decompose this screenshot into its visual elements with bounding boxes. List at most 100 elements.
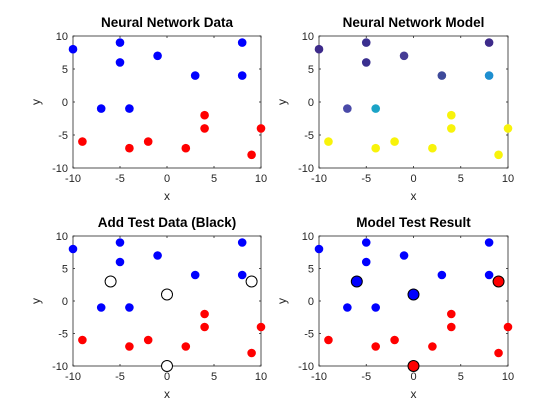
x-tick-label: 0 xyxy=(410,371,416,383)
y-axis-label: y xyxy=(275,298,289,304)
y-axis-label: y xyxy=(29,99,43,105)
data-point xyxy=(371,342,381,351)
data-point xyxy=(115,38,125,47)
y-tick-label: -5 xyxy=(304,329,314,341)
y-tick-label: 0 xyxy=(62,296,68,308)
axes-frame xyxy=(318,235,509,367)
test-data-point xyxy=(104,275,117,288)
data-point xyxy=(361,257,371,267)
x-tick-label: -10 xyxy=(65,173,81,185)
y-tick-label: -10 xyxy=(298,361,314,373)
data-point xyxy=(447,322,456,332)
data-point xyxy=(371,104,381,113)
data-point xyxy=(399,251,409,260)
data-point xyxy=(484,71,494,80)
data-point xyxy=(125,143,134,153)
x-tick-label: 0 xyxy=(410,173,416,185)
axes-frame xyxy=(72,35,262,169)
data-point xyxy=(447,110,456,120)
data-point xyxy=(115,257,125,267)
data-point xyxy=(237,38,247,47)
test-data-point xyxy=(161,360,173,372)
test-data-point xyxy=(407,360,420,372)
x-axis-label: x xyxy=(411,387,417,401)
data-point xyxy=(503,124,513,133)
subplot-title: Model Test Result xyxy=(356,215,471,230)
data-point xyxy=(68,44,78,54)
data-point xyxy=(256,124,266,133)
data-point xyxy=(399,51,409,61)
data-point xyxy=(494,150,503,160)
data-point xyxy=(361,58,371,67)
subplot-title: Neural Network Model xyxy=(343,15,485,30)
data-point xyxy=(190,270,200,280)
data-point xyxy=(125,303,134,312)
data-point xyxy=(494,348,503,358)
x-tick-label: 10 xyxy=(255,173,267,185)
y-tick-label: -5 xyxy=(58,130,68,142)
data-point xyxy=(343,303,352,312)
data-point xyxy=(237,238,247,247)
data-point xyxy=(115,58,125,67)
data-point xyxy=(96,303,106,312)
data-point xyxy=(428,143,437,153)
data-point xyxy=(324,137,333,146)
x-tick-label: 5 xyxy=(211,173,217,185)
data-point xyxy=(115,238,125,247)
x-tick-label: -5 xyxy=(361,371,371,383)
y-tick-label: 5 xyxy=(308,264,314,276)
data-point xyxy=(247,348,256,358)
data-point xyxy=(96,104,106,113)
data-point xyxy=(200,110,209,120)
data-point xyxy=(237,270,247,280)
data-point xyxy=(361,38,371,47)
data-point xyxy=(125,342,134,351)
data-point xyxy=(125,104,134,113)
data-point xyxy=(200,309,209,319)
y-tick-label: 5 xyxy=(62,64,68,76)
subplot-2: -10 -5 0 5 10 -10 -5 0 5 10 Neural Network Model x y xyxy=(275,15,514,203)
data-point xyxy=(200,322,209,332)
x-tick-label: 5 xyxy=(458,173,464,185)
x-tick-label: 10 xyxy=(502,173,514,185)
test-data-point xyxy=(245,275,258,288)
x-axis-label: x xyxy=(411,189,417,203)
data-point xyxy=(447,309,456,319)
data-point xyxy=(371,303,381,312)
test-data-point xyxy=(350,275,363,288)
data-point xyxy=(361,238,371,247)
y-axis-label: y xyxy=(275,99,289,105)
data-point xyxy=(437,71,447,80)
x-tick-label: 0 xyxy=(164,371,170,383)
data-point xyxy=(143,137,153,146)
x-tick-label: -5 xyxy=(361,173,371,185)
x-tick-label: -5 xyxy=(115,371,125,383)
y-tick-label: 5 xyxy=(62,264,68,276)
y-tick-label: 10 xyxy=(302,231,314,243)
data-point xyxy=(181,143,191,153)
y-tick-label: -10 xyxy=(52,361,68,373)
data-point xyxy=(181,342,191,351)
x-tick-label: -10 xyxy=(311,173,327,185)
test-data-point xyxy=(492,275,505,288)
data-point xyxy=(428,342,437,351)
data-point xyxy=(343,104,352,113)
y-tick-label: 10 xyxy=(56,231,68,243)
data-point xyxy=(437,270,447,280)
data-point xyxy=(256,322,266,332)
y-tick-label: -10 xyxy=(52,163,68,175)
subplot-3: -10 -5 0 5 10 -10 -5 0 5 10 Add Test Data (Black) x… xyxy=(29,215,267,401)
subplot-title: Neural Network Data xyxy=(101,15,234,30)
x-axis-label: x xyxy=(164,387,170,401)
x-tick-label: -10 xyxy=(311,371,327,383)
y-tick-label: 0 xyxy=(308,296,314,308)
axes-frame xyxy=(72,235,262,367)
x-tick-label: -5 xyxy=(115,173,125,185)
x-tick-label: 0 xyxy=(164,173,170,185)
test-data-point xyxy=(161,288,173,301)
data-point xyxy=(78,335,87,345)
y-tick-label: -5 xyxy=(304,130,314,142)
data-point xyxy=(153,251,162,260)
data-point xyxy=(314,44,324,54)
